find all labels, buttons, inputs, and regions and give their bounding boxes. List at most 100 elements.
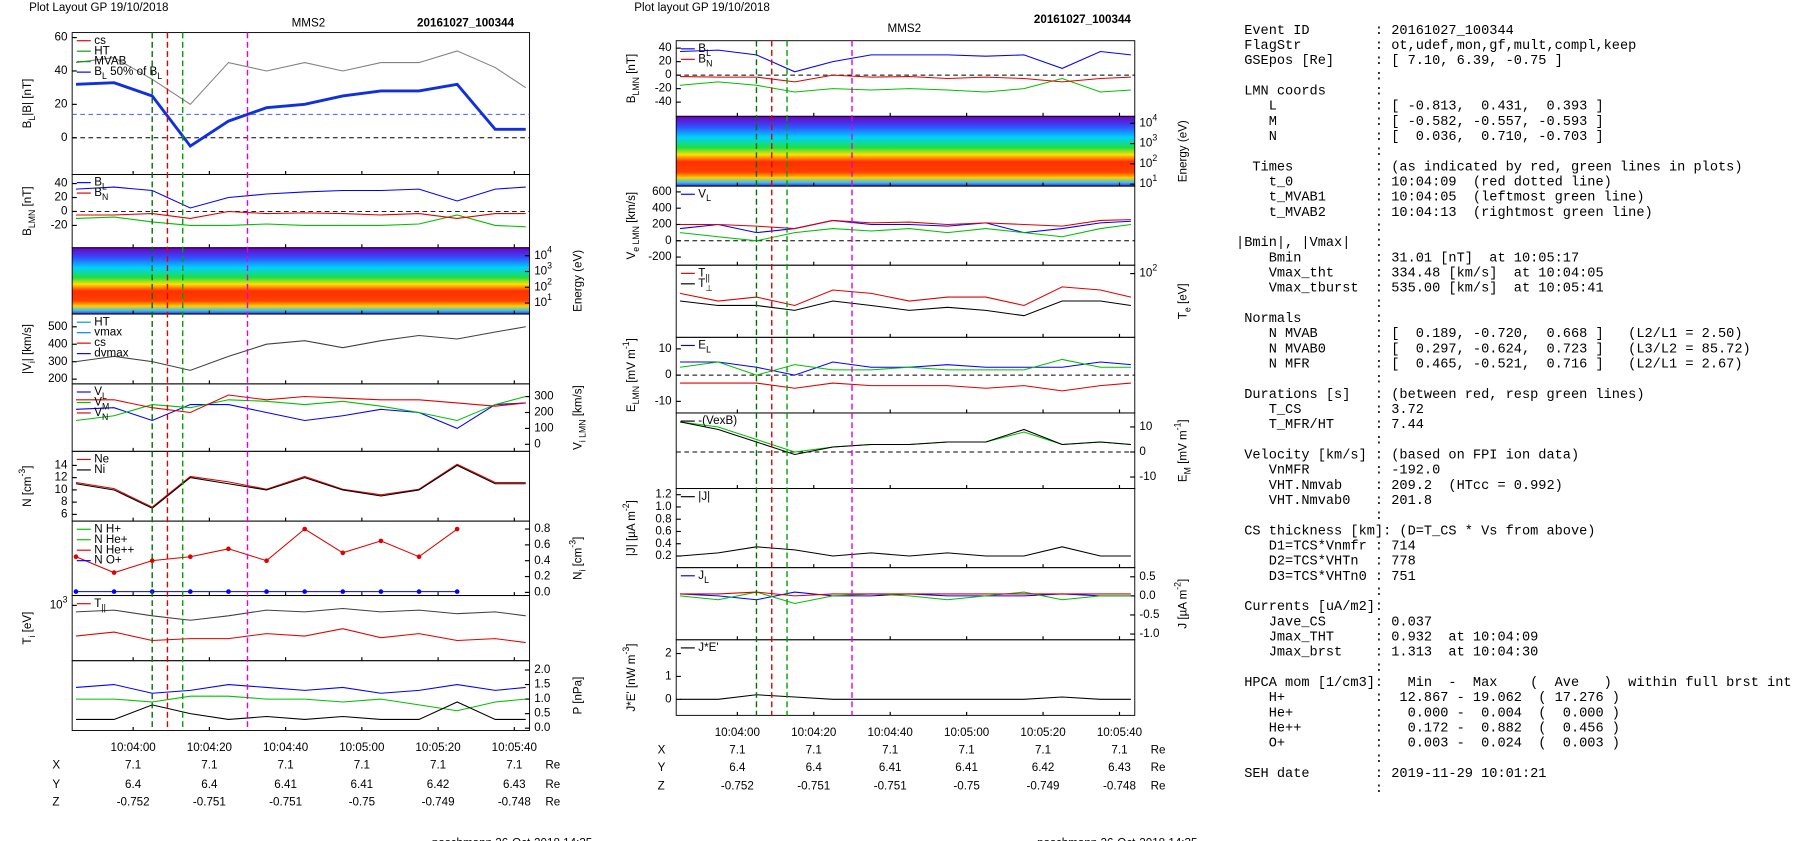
y-tick-label: 100 — [534, 421, 554, 434]
info-line: N : [ 0.036, 0.710, -0.703 ] — [1236, 130, 1604, 145]
y-tick-label: 400 — [48, 337, 68, 350]
y-tick-label: 10 — [659, 342, 672, 355]
info-line: N MFR : [ 0.465, -0.521, 0.716 ] (L2/L1 … — [1236, 358, 1743, 373]
ephemeris-label: X — [658, 743, 666, 756]
legend-label: |J| — [698, 490, 710, 503]
ephemeris-value: -0.748 — [1103, 779, 1136, 792]
ephemeris-value: 7.1 — [354, 758, 370, 771]
y-tick-label: 2 — [665, 647, 671, 660]
series-line — [680, 382, 1131, 392]
y-tick-label: 40 — [55, 64, 68, 77]
ephemeris-value: 6.4 — [729, 761, 746, 774]
ephemeris-value: 7.1 — [125, 758, 141, 771]
ephemeris-value: -0.751 — [874, 779, 907, 792]
ephemeris-unit: Re — [545, 758, 560, 771]
ephemeris-unit: Re — [1151, 761, 1166, 774]
x-tick-label: 10:05:00 — [944, 726, 990, 739]
legend-label: J*E' — [698, 641, 718, 654]
ephemeris-value: 6.4 — [125, 778, 142, 791]
info-line: Bmin : 31.01 [nT] at 10:05:17 — [1236, 251, 1579, 266]
series-line — [75, 528, 458, 574]
y-tick-label: 1.0 — [655, 500, 672, 513]
y-tick-label: 60 — [55, 31, 68, 44]
info-line: N MVAB : [ 0.189, -0.720, 0.668 ] (L2/L1… — [1236, 327, 1743, 342]
ephemeris-value: 7.1 — [1035, 743, 1051, 756]
legend-label: cs — [94, 336, 106, 349]
ephemeris-value: 7.1 — [430, 758, 446, 771]
info-line: : — [1236, 373, 1383, 388]
y-tick-label: 0.0 — [534, 721, 551, 734]
info-line: T_MFR/HT : 7.44 — [1236, 418, 1424, 433]
info-line: Jmax_brst : 1.313 at 10:04:30 — [1236, 646, 1538, 661]
info-line: L : [ -0.813, 0.431, 0.393 ] — [1236, 100, 1604, 115]
legend-label: JL — [698, 569, 709, 585]
x-tick-label: 10:05:20 — [415, 741, 461, 754]
y-tick-label: 0 — [61, 131, 68, 144]
ephemeris-unit: Re — [545, 796, 560, 809]
ephemeris-unit: Re — [1151, 779, 1166, 792]
ephemeris-value: 6.4 — [806, 761, 823, 774]
footer: paschmann 26-Oct-2018 14:35 — [1037, 836, 1197, 841]
ephemeris-value: 7.1 — [506, 758, 522, 771]
info-line: VHT.Nmvab : 209.2 (HTcc = 0.992) — [1236, 479, 1563, 494]
footer: paschmann 26-Oct-2018 14:35 — [432, 836, 592, 841]
y-axis-label: EM [mV m-1] — [1173, 419, 1193, 482]
x-tick-label: 10:04:00 — [715, 726, 761, 739]
info-line: : — [1236, 782, 1383, 797]
x-tick-label: 10:04:20 — [187, 741, 233, 754]
legend-label: dvmax — [94, 347, 128, 360]
info-line: M : [ -0.582, -0.557, -0.593 ] — [1236, 115, 1604, 130]
y-axis-label: J [µA m-2] — [1173, 579, 1190, 629]
y-tick-label: 200 — [48, 372, 68, 385]
series-line — [680, 219, 1131, 230]
series-line — [75, 396, 526, 422]
legend-label: Ni — [94, 463, 105, 476]
info-line: Durations [s] : (between red, resp green… — [1236, 388, 1644, 403]
plot-header: Plot layout GP 19/10/2018 — [634, 1, 770, 14]
y-tick-label: 0 — [665, 692, 672, 705]
ephemeris-value: 7.1 — [959, 743, 975, 756]
legend-label: N He+ — [94, 533, 127, 546]
info-line: Normals : — [1236, 312, 1383, 327]
legend-label: HT — [94, 315, 110, 328]
y-tick-label: 0.0 — [1139, 589, 1156, 602]
ephemeris-value: 7.1 — [729, 743, 745, 756]
x-tick-label: 10:04:40 — [263, 741, 309, 754]
ephemeris-value: -0.75 — [349, 796, 376, 809]
x-tick-label: 10:04:00 — [111, 741, 157, 754]
info-line: O+ : 0.003 - 0.024 ( 0.003 ) — [1236, 737, 1620, 752]
info-line: T_CS : 3.72 — [1236, 403, 1424, 418]
info-line: D3=TCS*VHTn0 : 751 — [1236, 570, 1416, 585]
y-tick-label: 0 — [665, 68, 672, 81]
spectrogram — [72, 247, 530, 315]
ephemeris-value: -0.75 — [953, 779, 980, 792]
ephemeris-value: 7.1 — [806, 743, 822, 756]
info-line: : — [1236, 752, 1383, 767]
y-tick-label: -0.5 — [1139, 608, 1159, 621]
info-line: t_MVAB2 : 10:04:13 (rightmost green line… — [1236, 206, 1653, 221]
info-line: : — [1236, 297, 1383, 312]
y-tick-label: 400 — [652, 201, 672, 214]
info-line: D2=TCS*VHTn : 778 — [1236, 555, 1416, 570]
info-line: SEH date : 2019-11-29 10:01:21 — [1236, 767, 1546, 782]
ephemeris-value: 6.41 — [274, 778, 297, 791]
y-tick-label: 1 — [665, 670, 671, 683]
info-line: LMN coords : — [1236, 85, 1383, 100]
data-point — [73, 589, 79, 594]
panel-frame — [675, 639, 1136, 716]
info-line: HPCA mom [1/cm3]: Min - Max ( Ave ) with… — [1236, 676, 1792, 691]
series-line — [680, 77, 1131, 93]
x-tick-label: 10:05:40 — [1097, 726, 1143, 739]
info-line: N MVAB0 : [ 0.297, -0.624, 0.723 ] (L3/L… — [1236, 342, 1751, 357]
info-line: CS thickness [km]: (D=T_CS * Vs from abo… — [1236, 524, 1595, 539]
info-line: : — [1236, 585, 1383, 600]
y-tick-label: 0.4 — [534, 554, 551, 567]
y-tick-label: 0.4 — [655, 537, 672, 550]
info-line: He+ : 0.000 - 0.004 ( 0.000 ) — [1236, 706, 1620, 721]
y-tick-label: 10 — [1139, 420, 1152, 433]
info-line: : — [1236, 221, 1383, 236]
y-tick-label: 6 — [61, 507, 67, 520]
x-tick-label: 10:04:20 — [791, 726, 837, 739]
legend-label: BL 50% of BL — [94, 65, 162, 81]
y-tick-label: 1.0 — [534, 692, 551, 705]
